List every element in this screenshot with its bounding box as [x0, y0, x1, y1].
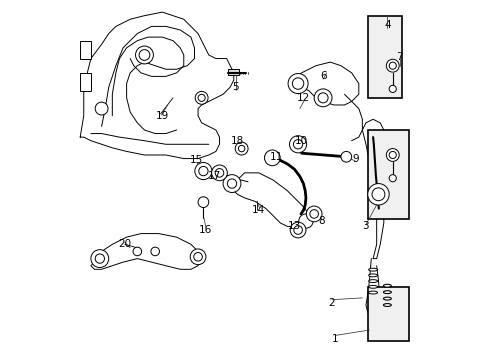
Text: 14: 14	[252, 205, 265, 215]
Circle shape	[309, 210, 318, 218]
Circle shape	[135, 46, 153, 64]
Circle shape	[386, 149, 398, 161]
Circle shape	[194, 162, 212, 180]
Circle shape	[305, 206, 322, 222]
Circle shape	[95, 254, 104, 263]
Circle shape	[223, 175, 241, 193]
Circle shape	[198, 94, 205, 102]
Ellipse shape	[383, 297, 390, 300]
Text: 1: 1	[332, 334, 338, 344]
Circle shape	[193, 252, 202, 261]
Circle shape	[95, 102, 108, 115]
Circle shape	[298, 214, 312, 228]
Circle shape	[238, 145, 244, 152]
Circle shape	[340, 152, 351, 162]
Bar	[80, 41, 91, 59]
Text: 6: 6	[319, 71, 325, 81]
Circle shape	[388, 62, 395, 69]
Ellipse shape	[368, 280, 377, 283]
Text: 10: 10	[294, 136, 307, 146]
Circle shape	[388, 152, 395, 158]
Circle shape	[367, 184, 388, 205]
Circle shape	[227, 179, 236, 188]
Circle shape	[133, 247, 142, 256]
Circle shape	[91, 249, 108, 267]
Circle shape	[317, 93, 327, 103]
Circle shape	[292, 78, 303, 89]
Ellipse shape	[368, 291, 377, 294]
Circle shape	[289, 136, 306, 153]
Text: 12: 12	[296, 93, 309, 103]
Bar	[80, 73, 91, 91]
Ellipse shape	[368, 274, 377, 277]
Circle shape	[313, 89, 331, 107]
Circle shape	[195, 91, 207, 104]
Text: 11: 11	[269, 152, 283, 162]
Text: 4: 4	[383, 19, 390, 30]
Bar	[367, 16, 401, 98]
Ellipse shape	[368, 268, 377, 271]
Circle shape	[290, 222, 305, 238]
Bar	[228, 69, 239, 75]
Circle shape	[235, 142, 247, 155]
Text: 13: 13	[287, 221, 301, 231]
Circle shape	[198, 166, 207, 176]
Text: 9: 9	[351, 154, 358, 163]
Circle shape	[386, 59, 398, 72]
Circle shape	[215, 168, 224, 177]
Circle shape	[264, 152, 277, 164]
Circle shape	[388, 175, 395, 182]
Circle shape	[267, 154, 274, 161]
Circle shape	[264, 150, 280, 166]
Circle shape	[139, 50, 149, 60]
Circle shape	[371, 188, 384, 201]
Circle shape	[293, 140, 302, 149]
Circle shape	[293, 226, 302, 234]
Circle shape	[388, 85, 395, 93]
Bar	[367, 287, 408, 341]
Ellipse shape	[383, 303, 390, 306]
Bar	[367, 130, 408, 219]
Text: 8: 8	[317, 216, 324, 226]
Circle shape	[198, 197, 208, 207]
Circle shape	[190, 249, 205, 265]
Circle shape	[211, 165, 227, 181]
Text: 5: 5	[232, 82, 239, 92]
Ellipse shape	[383, 291, 390, 294]
Text: 3: 3	[362, 221, 368, 231]
Text: 2: 2	[328, 298, 335, 308]
Circle shape	[151, 247, 159, 256]
Text: 7: 7	[396, 52, 403, 62]
Text: 16: 16	[198, 225, 211, 235]
Ellipse shape	[383, 284, 390, 287]
Text: 18: 18	[230, 136, 244, 146]
Text: 17: 17	[207, 171, 220, 181]
Circle shape	[287, 73, 307, 94]
Text: 20: 20	[118, 239, 131, 249]
Text: 19: 19	[155, 111, 169, 121]
Ellipse shape	[368, 285, 377, 288]
Text: 15: 15	[189, 156, 203, 165]
